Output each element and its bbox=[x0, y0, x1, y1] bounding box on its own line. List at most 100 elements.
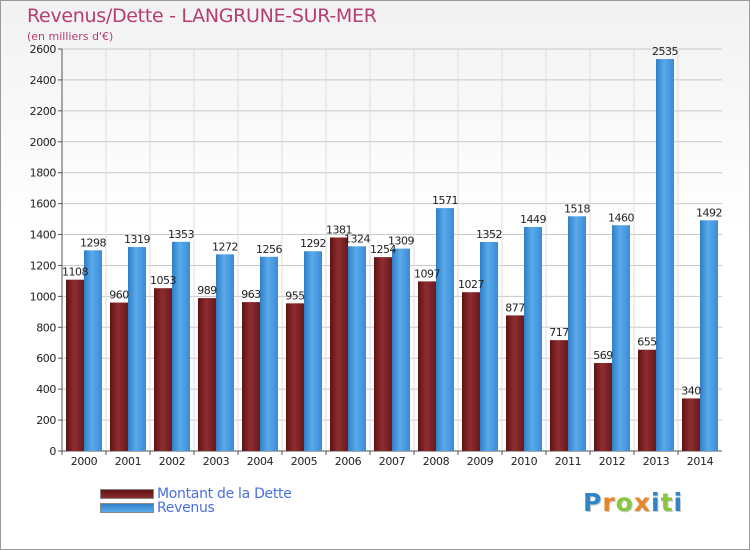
bar-revenus bbox=[348, 246, 366, 451]
bar-dette bbox=[110, 302, 128, 451]
y-tick-label: 0 bbox=[49, 445, 56, 458]
data-label-dette: 340 bbox=[681, 384, 701, 397]
y-tick-label: 1600 bbox=[30, 198, 57, 211]
bar-revenus bbox=[260, 256, 278, 451]
bar-revenus bbox=[524, 226, 542, 451]
data-label-revenus: 1324 bbox=[344, 232, 370, 245]
data-label-revenus: 1492 bbox=[696, 206, 722, 219]
x-tick-label: 2011 bbox=[555, 455, 581, 468]
data-label-dette: 1097 bbox=[414, 267, 440, 280]
bar-revenus bbox=[84, 250, 102, 451]
data-label-revenus: 1518 bbox=[564, 202, 590, 215]
x-tick-label: 2004 bbox=[247, 455, 274, 468]
bar-dette bbox=[242, 302, 260, 451]
bar-dette bbox=[154, 288, 172, 451]
bar-dette bbox=[330, 237, 348, 451]
data-label-revenus: 1292 bbox=[300, 237, 326, 250]
bar-revenus bbox=[436, 208, 454, 451]
data-label-revenus: 2535 bbox=[652, 45, 678, 58]
x-tick-label: 2006 bbox=[335, 455, 362, 468]
data-label-revenus: 1272 bbox=[212, 240, 238, 253]
x-tick-label: 2008 bbox=[423, 455, 450, 468]
x-tick-label: 2002 bbox=[159, 455, 185, 468]
legend-label-revenus: Revenus bbox=[157, 500, 215, 516]
data-label-dette: 877 bbox=[505, 301, 525, 314]
bar-dette bbox=[594, 363, 612, 451]
bar-dette bbox=[198, 298, 216, 451]
data-label-dette: 960 bbox=[109, 289, 129, 302]
legend-label-dette: Montant de la Dette bbox=[157, 486, 292, 502]
y-tick-label: 1800 bbox=[30, 167, 57, 180]
y-tick-label: 1200 bbox=[30, 259, 57, 272]
data-label-dette: 1053 bbox=[150, 274, 176, 287]
x-tick-label: 2014 bbox=[687, 455, 714, 468]
bar-revenus bbox=[304, 251, 322, 451]
bar-revenus bbox=[568, 216, 586, 451]
data-label-revenus: 1256 bbox=[256, 243, 282, 256]
proxiti-logo: Proxiti bbox=[583, 488, 683, 517]
data-label-revenus: 1449 bbox=[520, 213, 546, 226]
bar-dette bbox=[550, 340, 568, 451]
data-label-revenus: 1352 bbox=[476, 228, 502, 241]
data-label-dette: 963 bbox=[241, 288, 261, 301]
data-label-dette: 655 bbox=[637, 336, 657, 349]
data-label-dette: 569 bbox=[593, 349, 613, 362]
data-label-revenus: 1298 bbox=[80, 236, 106, 249]
bar-dette bbox=[66, 279, 84, 451]
chart-title: Revenus/Dette - LANGRUNE-SUR-MER bbox=[27, 5, 377, 27]
legend-item-revenus: Revenus bbox=[100, 500, 215, 516]
data-label-revenus: 1571 bbox=[432, 194, 458, 207]
bar-dette bbox=[462, 292, 480, 451]
y-tick-label: 600 bbox=[36, 352, 56, 365]
legend-swatch-dette bbox=[100, 489, 154, 499]
bar-revenus bbox=[612, 225, 630, 451]
legend-item-dette: Montant de la Dette bbox=[100, 486, 292, 502]
data-label-revenus: 1353 bbox=[168, 228, 194, 241]
logo-letter: r bbox=[602, 488, 616, 517]
bar-revenus bbox=[656, 59, 674, 452]
bar-dette bbox=[506, 315, 524, 451]
data-label-dette: 989 bbox=[197, 284, 217, 297]
data-label-dette: 1254 bbox=[370, 243, 396, 256]
bar-dette bbox=[374, 257, 392, 451]
bar-dette bbox=[418, 281, 436, 451]
data-label-dette: 717 bbox=[549, 326, 569, 339]
legend-swatch-revenus bbox=[100, 503, 154, 513]
x-tick-label: 2007 bbox=[379, 455, 406, 468]
y-tick-label: 1000 bbox=[30, 290, 57, 303]
bar-revenus bbox=[216, 254, 234, 451]
bar-revenus bbox=[172, 241, 190, 451]
data-labels: 1108 960 1053 989 963 955 1381 1254 1097 1027 877 7… bbox=[62, 45, 723, 397]
y-tick-label: 2000 bbox=[30, 136, 57, 149]
logo-letter: P bbox=[583, 488, 603, 517]
data-label-revenus: 1319 bbox=[124, 233, 150, 246]
bars bbox=[66, 59, 718, 452]
data-label-revenus: 1309 bbox=[388, 235, 414, 248]
bar-revenus bbox=[392, 248, 410, 451]
logo-letter: x bbox=[633, 488, 651, 517]
chart-subtitle: (en milliers d'€) bbox=[27, 30, 114, 43]
x-tick-label: 2012 bbox=[599, 455, 625, 468]
y-tick-label: 200 bbox=[36, 414, 56, 427]
x-tick-label: 2001 bbox=[115, 455, 141, 468]
y-tick-label: 2400 bbox=[30, 74, 57, 87]
logo-letter: i bbox=[673, 488, 684, 517]
x-tick-label: 2000 bbox=[71, 455, 98, 468]
bar-dette bbox=[682, 398, 700, 451]
y-tick-label: 400 bbox=[36, 383, 56, 396]
data-label-dette: 1108 bbox=[62, 266, 88, 279]
logo-letter: t bbox=[660, 488, 674, 517]
x-tick-label: 2010 bbox=[511, 455, 538, 468]
bar-revenus bbox=[128, 247, 146, 451]
bar-revenus bbox=[700, 220, 718, 451]
bar-revenus bbox=[480, 241, 498, 451]
y-tick-label: 1400 bbox=[30, 229, 57, 242]
y-tick-label: 2200 bbox=[30, 105, 57, 118]
bar-dette bbox=[638, 349, 656, 451]
logo-letter: i bbox=[651, 488, 661, 517]
x-tick-label: 2005 bbox=[291, 455, 318, 468]
data-label-dette: 1381 bbox=[326, 223, 352, 236]
logo-letter: o bbox=[615, 488, 634, 517]
x-tick-label: 2013 bbox=[643, 455, 670, 468]
